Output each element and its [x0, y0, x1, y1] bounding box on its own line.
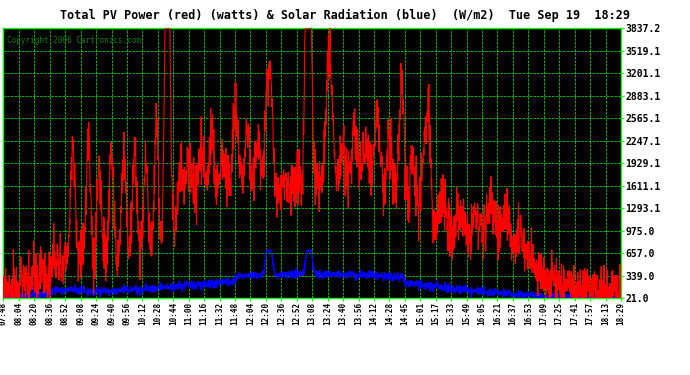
Text: Total PV Power (red) (watts) & Solar Radiation (blue)  (W/m2)  Tue Sep 19  18:29: Total PV Power (red) (watts) & Solar Rad… — [60, 9, 630, 22]
Text: Copyright 2006 Cartronics.com: Copyright 2006 Cartronics.com — [6, 36, 141, 45]
